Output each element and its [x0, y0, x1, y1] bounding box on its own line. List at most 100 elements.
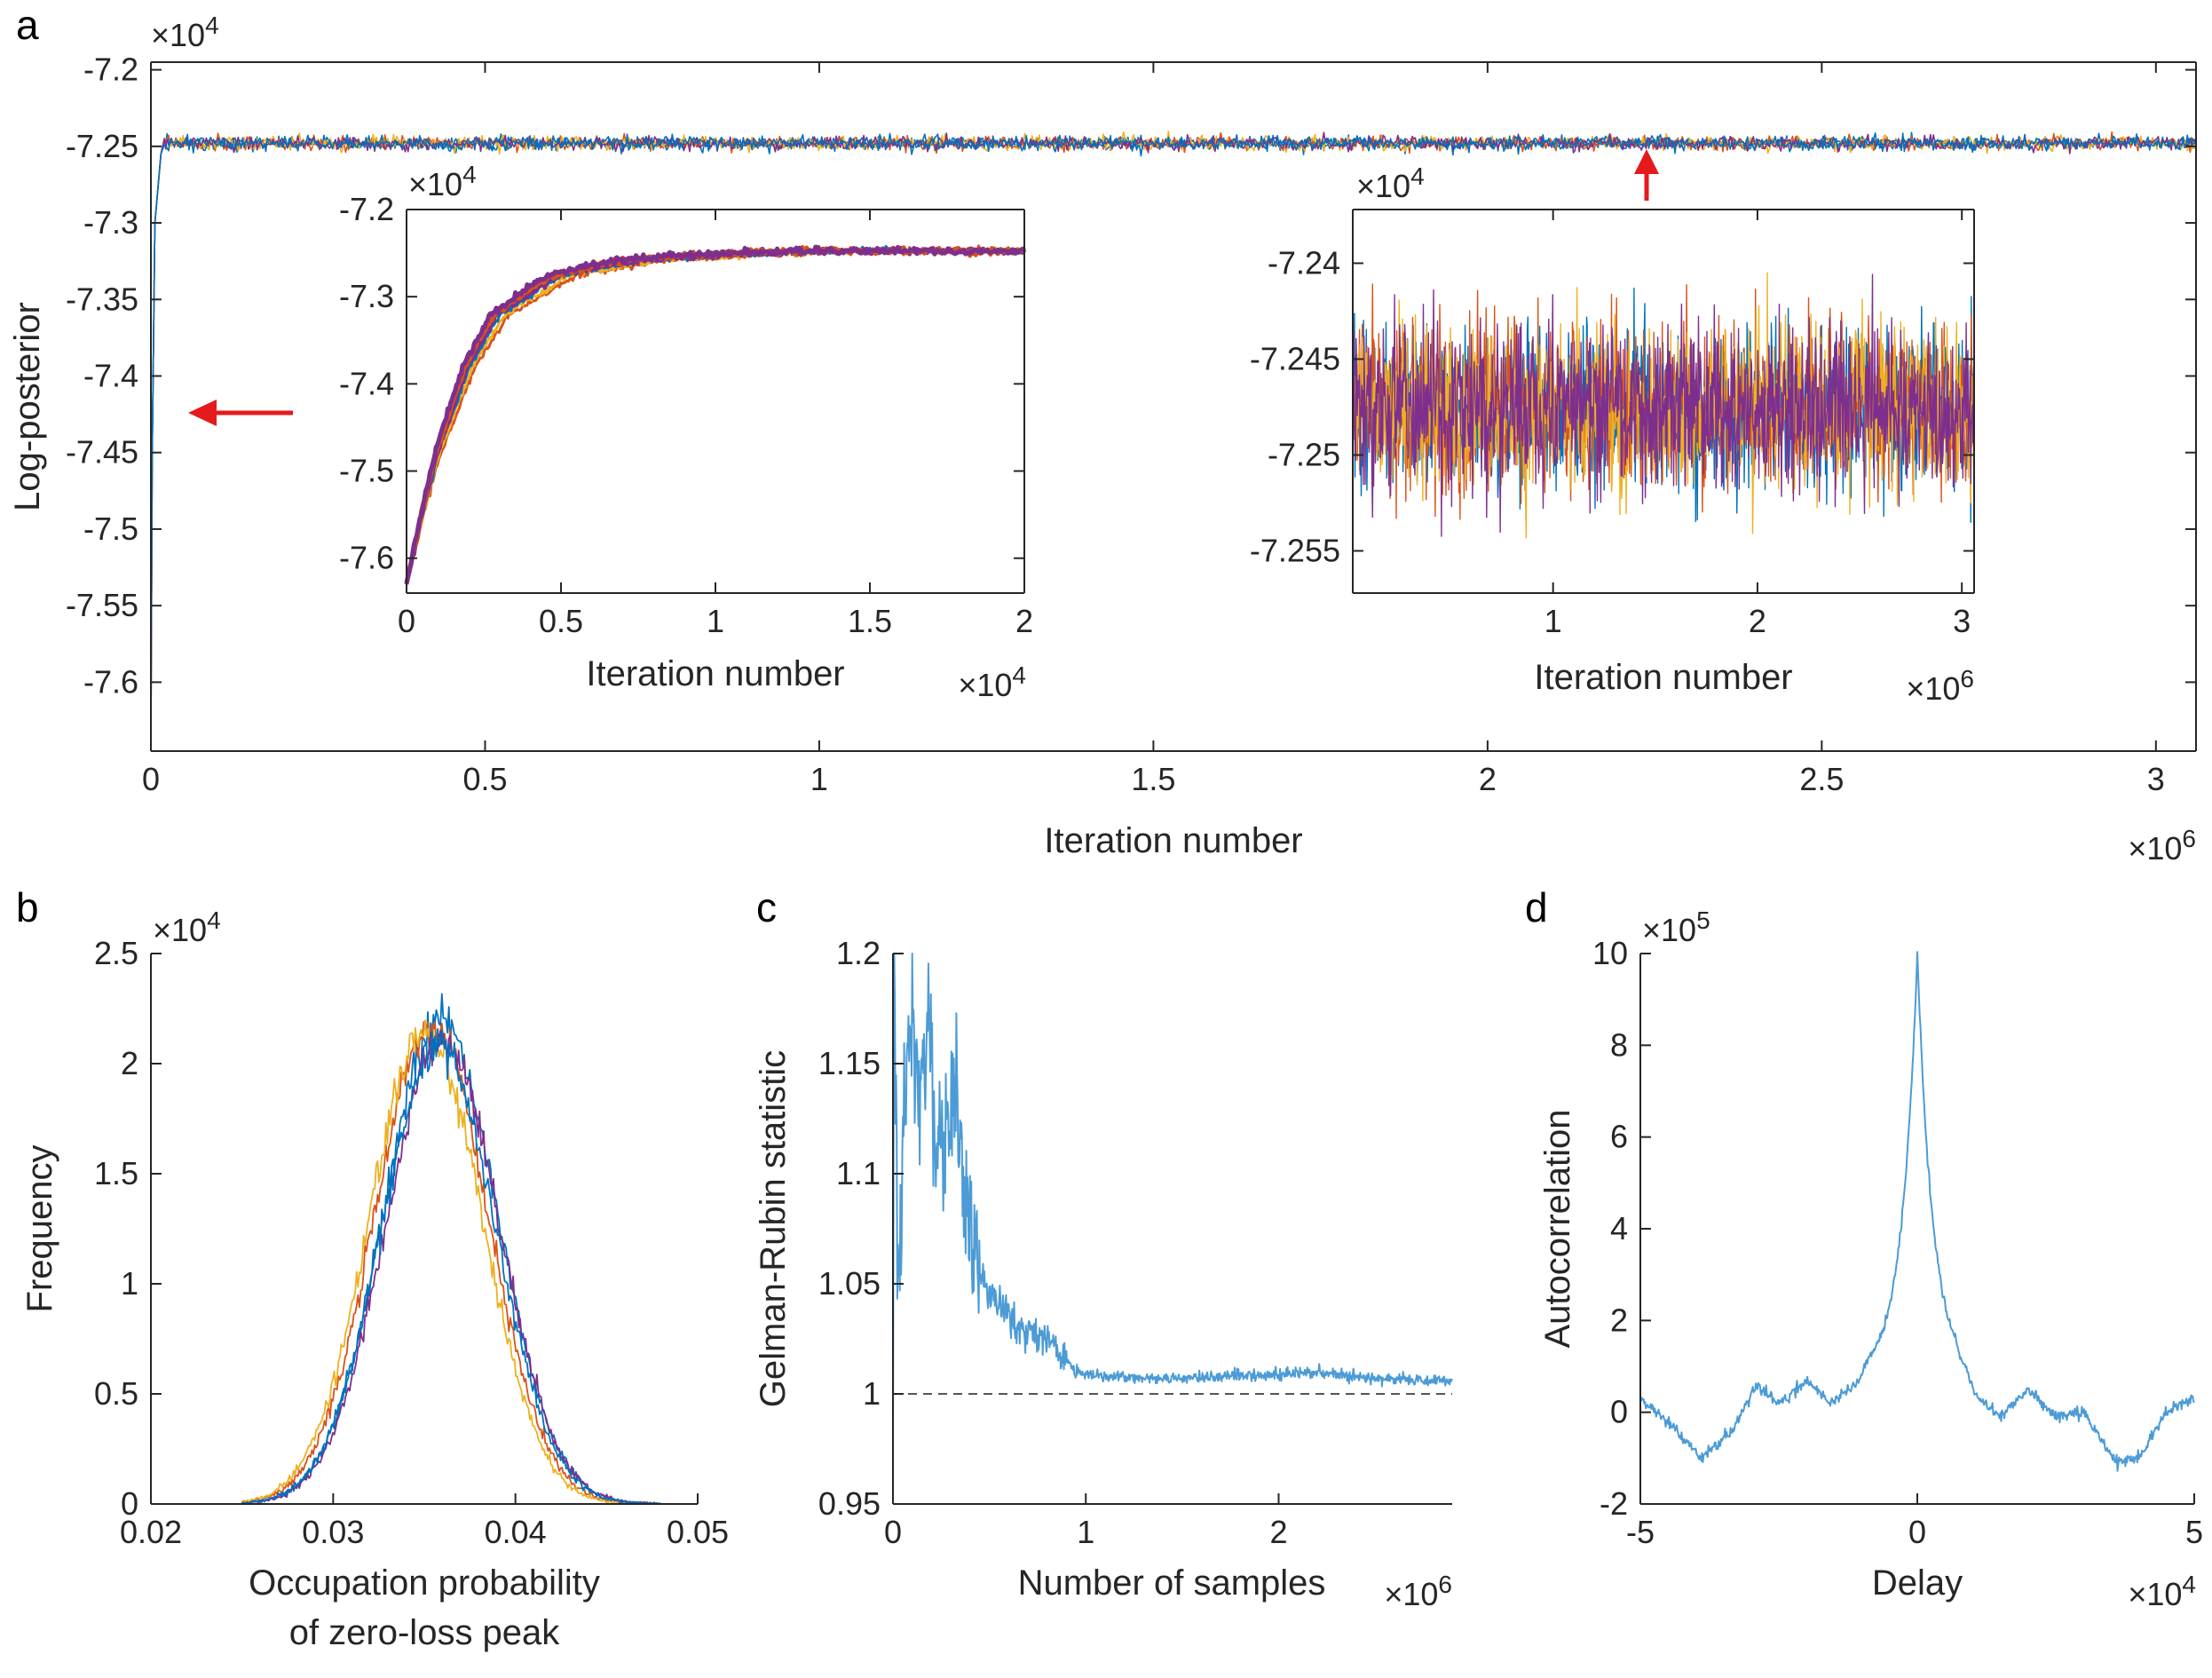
- y-axis-label: Frequency: [20, 1145, 59, 1313]
- y-tick-label: 1.1: [836, 1155, 881, 1191]
- y-tick-label: 10: [1592, 935, 1628, 971]
- gelman-rubin-line: [892, 953, 1453, 1504]
- x-axis-label-line1: Occupation probability: [249, 1563, 600, 1603]
- histogram-series-3: [241, 1019, 661, 1505]
- panel-label-a: a: [16, 2, 39, 48]
- x-tick-label: 0.04: [485, 1514, 547, 1550]
- x-tick-label: 1: [810, 761, 828, 797]
- axes-background: [1640, 954, 2194, 1504]
- y-axis-label: Autocorrelation: [1538, 1109, 1577, 1348]
- inset1-x-axis-label: Iteration number: [586, 654, 844, 693]
- y-tick-label: -7.2: [83, 51, 138, 88]
- inset2-trace-4: [1352, 273, 1975, 537]
- x-tick-label: 2: [1269, 1514, 1287, 1550]
- x-tick-label: 2.5: [1799, 761, 1844, 797]
- y-tick-label: -7.255: [1250, 532, 1340, 568]
- inset1-trace-6: [404, 244, 1026, 585]
- y-tick-label: 2.5: [94, 935, 138, 971]
- y-tick-label: -7.25: [66, 128, 138, 164]
- x-tick-label: -5: [1626, 1514, 1655, 1550]
- y-tick-label: -7.4: [83, 358, 138, 394]
- y-tick-label: -7.5: [83, 511, 138, 547]
- x-tick-label: 1.5: [848, 603, 892, 639]
- y-tick-label: 2: [121, 1045, 138, 1081]
- y-multiplier: ×105: [1642, 906, 1710, 948]
- y-tick-label: 2: [1610, 1302, 1628, 1338]
- x-tick-label: 0.5: [462, 761, 507, 797]
- y-axis-label: Log-posterior: [8, 302, 47, 511]
- axes-background: [893, 954, 1452, 1504]
- x-tick-label: 0.5: [539, 603, 583, 639]
- inset2-x-axis-label: Iteration number: [1534, 658, 1792, 697]
- x-axis-label-line2: of zero-loss peak: [289, 1613, 561, 1652]
- y-multiplier: ×104: [153, 906, 221, 948]
- x-tick-label: 2: [1749, 603, 1766, 639]
- x-tick-label: 5: [2185, 1514, 2203, 1550]
- y-tick-label: -7.25: [1268, 436, 1340, 472]
- y-tick-label: 1: [863, 1375, 881, 1412]
- inset2-x-multiplier: ×106: [1906, 665, 1974, 707]
- y-tick-label: -7.245: [1250, 340, 1340, 376]
- panel-label-d: d: [1525, 884, 1548, 930]
- axes-panel-d: -5 0 5 -2 0 2 4 6 8 10 Delay Autocorrelation ×105 ×10…: [1538, 906, 2203, 1612]
- x-multiplier: ×104: [2128, 1571, 2196, 1612]
- y-tick-label: 6: [1610, 1119, 1628, 1155]
- y-tick-label: 1.15: [818, 1045, 881, 1081]
- axes-panel-a-inset-1: 0 0.5 1 1.5 2 -7.2 -7.3 -7.4 -7.5 -7.6 Iteration n…: [339, 161, 1033, 703]
- y-tick-label: 0: [1610, 1394, 1628, 1430]
- x-multiplier: ×106: [2128, 825, 2196, 867]
- y-tick-label: 1: [121, 1265, 138, 1302]
- x-axis-label: Number of samples: [1018, 1563, 1326, 1603]
- y-tick-label: -7.3: [339, 278, 394, 314]
- trace-series-5: [150, 132, 2197, 721]
- axes-panel-c: 0 1 2 0.95 1 1.05 1.1 1.15 1.2 Number of samples G…: [754, 935, 1453, 1612]
- y-tick-label: 4: [1610, 1210, 1628, 1247]
- callout-arrows: [188, 149, 1659, 426]
- y-tick-label: -7.24: [1268, 244, 1340, 281]
- x-tick-label: 0.05: [667, 1514, 729, 1550]
- x-tick-label: 0: [884, 1514, 902, 1550]
- y-axis-label: Gelman-Rubin statistic: [754, 1050, 793, 1407]
- inset2-y-multiplier: ×104: [1356, 162, 1425, 204]
- y-tick-label: -7.2: [339, 191, 394, 227]
- y-tick-label: -7.4: [339, 365, 394, 401]
- y-tick-label: -7.5: [339, 453, 394, 489]
- y-tick-label: 1.5: [94, 1155, 138, 1191]
- y-tick-label: 0.95: [818, 1485, 881, 1522]
- x-tick-label: 3: [2147, 761, 2165, 797]
- x-tick-label: 3: [1953, 603, 1971, 639]
- x-tick-label: 1.5: [1131, 761, 1175, 797]
- y-multiplier: ×104: [151, 12, 219, 53]
- x-tick-label: 2: [1015, 603, 1033, 639]
- x-tick-label: 0: [142, 761, 160, 797]
- y-tick-label: 8: [1610, 1026, 1628, 1063]
- x-axis-label: Iteration number: [1044, 821, 1302, 860]
- x-tick-label: 2: [1479, 761, 1497, 797]
- up-arrow-head: [1634, 149, 1659, 174]
- axes-panel-b: 0.02 0.03 0.04 0.05 0 0.5 1 1.5 2 2.5 Occupation p…: [20, 906, 729, 1652]
- x-tick-label: 0: [398, 603, 415, 639]
- y-tick-label: -7.6: [83, 663, 138, 700]
- x-tick-label: 0.02: [120, 1514, 182, 1550]
- x-multiplier: ×106: [1384, 1571, 1452, 1612]
- y-tick-label: -7.6: [339, 540, 394, 576]
- y-tick-label: -7.55: [66, 587, 138, 623]
- x-axis-label: Delay: [1872, 1563, 1963, 1603]
- panel-label-b: b: [16, 884, 39, 930]
- x-tick-label: 0.03: [302, 1514, 364, 1550]
- axes-panel-a-inset-2: 1 2 3 -7.24 -7.245 -7.25 -7.255 Iteration numbe…: [1250, 162, 1975, 707]
- x-tick-label: 1: [1077, 1514, 1094, 1550]
- y-tick-label: -7.3: [83, 204, 138, 241]
- inset1-y-multiplier: ×104: [408, 161, 477, 202]
- panel-label-c: c: [756, 884, 777, 930]
- autocorrelation-line: [1639, 951, 2195, 1472]
- y-tick-label: -7.35: [66, 281, 138, 317]
- inset1-x-multiplier: ×104: [958, 661, 1026, 703]
- axes-background: [407, 210, 1024, 593]
- y-tick-label: 0.5: [94, 1375, 138, 1412]
- x-tick-label: 1: [1544, 603, 1562, 639]
- y-tick-label: -7.45: [66, 434, 138, 471]
- left-arrow-head: [188, 400, 217, 426]
- x-tick-label: 1: [707, 603, 724, 639]
